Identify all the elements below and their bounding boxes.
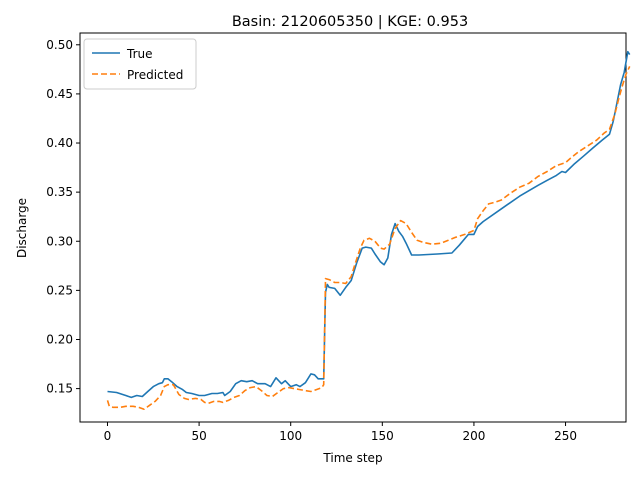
y-tick-label: 0.45 [46, 87, 73, 101]
x-axis-label: Time step [322, 451, 382, 465]
legend-entry-true: True [126, 47, 153, 61]
x-tick-label: 200 [462, 429, 485, 443]
legend-box [83, 38, 197, 90]
plot-area [79, 32, 627, 423]
y-tick-label: 0.30 [46, 234, 73, 248]
y-tick-label: 0.50 [46, 38, 73, 52]
y-axis: 0.15 0.20 0.25 0.30 0.35 0.40 0.45 0.50 [46, 38, 80, 396]
series-line-predicted [106, 66, 631, 410]
chart-title: Basin: 2120605350 | KGE: 0.953 [232, 14, 468, 30]
legend: True Predicted [83, 38, 197, 90]
series-layer [106, 50, 631, 410]
series-line-true [107, 50, 631, 399]
y-tick-label: 0.20 [46, 332, 73, 346]
y-tick-label: 0.40 [46, 136, 73, 150]
y-tick-label: 0.25 [46, 283, 73, 297]
y-tick-label: 0.15 [46, 382, 73, 396]
x-axis: 0 50 100 150 200 250 [104, 422, 577, 443]
y-tick-label: 0.35 [46, 185, 73, 199]
x-tick-label: 50 [191, 429, 206, 443]
legend-entry-predicted: Predicted [127, 68, 183, 82]
x-tick-label: 150 [371, 429, 394, 443]
x-tick-label: 250 [554, 429, 577, 443]
y-axis-label: Discharge [15, 198, 29, 258]
x-tick-label: 100 [279, 429, 302, 443]
x-tick-label: 0 [104, 429, 112, 443]
plot-frame [79, 32, 627, 423]
